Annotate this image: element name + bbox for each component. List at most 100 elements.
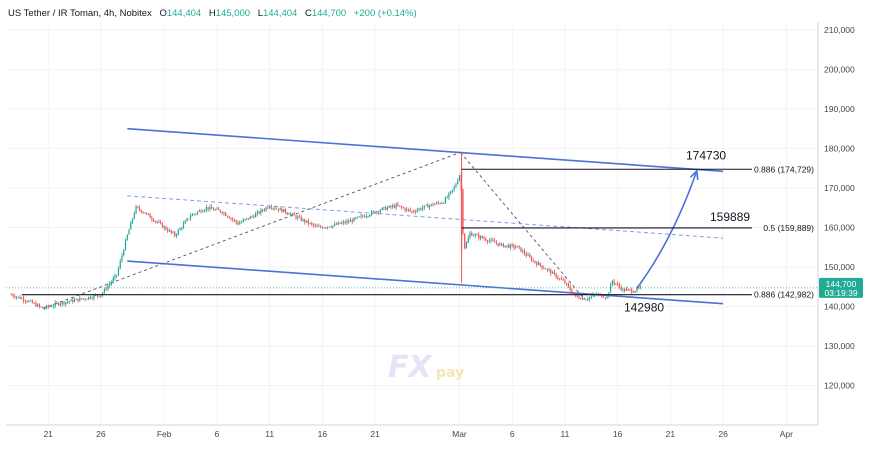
candle-body — [620, 286, 622, 291]
candle-body — [443, 203, 445, 204]
candle-body — [353, 217, 355, 222]
candle-body — [12, 294, 14, 297]
candle-body — [576, 295, 578, 297]
candle-body — [182, 223, 185, 228]
candle-body — [288, 213, 290, 215]
candle-body — [483, 238, 485, 239]
candle-body — [631, 289, 633, 293]
candle-body — [40, 306, 42, 308]
candle-body — [218, 208, 220, 211]
candle-body — [65, 302, 67, 305]
candle-body — [263, 210, 265, 211]
candle-body — [551, 271, 554, 274]
candle-body — [439, 202, 441, 204]
candle-body — [604, 297, 606, 299]
candle-body — [413, 211, 415, 213]
channel-upper-line — [127, 127, 724, 173]
high-value: 145,000 — [215, 8, 251, 19]
candle-body — [107, 285, 109, 290]
candle-body — [385, 207, 387, 210]
candle-body — [209, 206, 211, 210]
candle-body — [578, 296, 580, 299]
candle-body — [66, 301, 69, 303]
candle-body — [534, 260, 536, 263]
candle-body — [112, 278, 114, 282]
x-tick-label: Mar — [452, 429, 467, 439]
fib-level-label: 0.886 (142,982) — [754, 290, 814, 300]
candle-body — [624, 288, 626, 291]
candle-body — [270, 207, 273, 209]
candle-body — [335, 223, 338, 225]
candle-body — [615, 283, 617, 285]
candle-body — [72, 299, 74, 302]
candle-body — [515, 247, 517, 249]
candle-body — [133, 213, 135, 219]
candle-body — [26, 301, 28, 303]
candle-body — [184, 220, 186, 224]
candle-body — [321, 227, 323, 229]
candle-body — [304, 219, 306, 223]
candle-body — [342, 221, 345, 223]
candle-body — [527, 254, 529, 256]
candle-body — [172, 232, 174, 234]
candle-body — [486, 240, 489, 242]
candle-body — [622, 288, 624, 291]
candle-body — [587, 299, 589, 300]
candle-body — [277, 208, 280, 211]
candle-body — [585, 299, 587, 301]
candle-body — [395, 204, 397, 208]
y-tick-label: 170,000 — [824, 183, 855, 193]
candle-body — [58, 303, 60, 306]
zigzag-down-dashed-line — [460, 152, 585, 299]
candle-body — [35, 303, 37, 307]
candle-body — [444, 197, 447, 204]
candle-body — [557, 277, 559, 279]
candle-body — [601, 294, 603, 298]
candle-body — [362, 215, 364, 217]
candle-body — [24, 300, 26, 302]
candle-body — [228, 216, 230, 219]
fxpay-watermark: FX pay — [388, 350, 464, 385]
candle-body — [298, 216, 301, 218]
candle-body — [59, 303, 62, 306]
candle-body — [80, 298, 83, 299]
candle-body — [428, 205, 431, 208]
candle-body — [42, 307, 44, 309]
y-tick-label: 120,000 — [824, 380, 855, 390]
candle-body — [559, 278, 561, 280]
fib-levels-layer: 0.886 (174,729) 174730 0.5 (159,889) 159889… — [21, 148, 814, 315]
candle-body — [566, 283, 568, 284]
candle-body — [235, 220, 237, 223]
candle-body — [45, 305, 48, 309]
candle-body — [476, 234, 478, 236]
candle-body — [636, 287, 638, 292]
candle-body — [15, 296, 18, 298]
candle-body — [311, 223, 313, 225]
projection-arrow-head — [689, 169, 699, 180]
candle-body — [29, 300, 32, 302]
candle-body — [416, 210, 418, 212]
candle-body — [328, 226, 331, 228]
candle-body — [186, 218, 188, 221]
y-tick-label: 200,000 — [824, 64, 855, 74]
y-tick-label: 190,000 — [824, 104, 855, 114]
candle-body — [279, 208, 281, 211]
x-tick-label: Apr — [780, 429, 793, 439]
candle-body — [316, 225, 318, 227]
candle-body — [319, 226, 322, 228]
candle-body — [611, 280, 613, 285]
x-tick-label: 16 — [613, 429, 623, 439]
candle-body — [455, 184, 457, 188]
candle-body — [291, 213, 294, 215]
candle-body — [51, 306, 53, 308]
candle-body — [200, 210, 202, 213]
candle-body — [460, 172, 463, 250]
candle-body — [86, 299, 88, 300]
candle-body — [513, 245, 515, 248]
candle-body — [497, 243, 499, 246]
candle-body — [137, 206, 139, 208]
candle-body — [629, 289, 631, 290]
candle-body — [518, 245, 520, 248]
last-price-timer: 03:19:39 — [824, 288, 857, 298]
